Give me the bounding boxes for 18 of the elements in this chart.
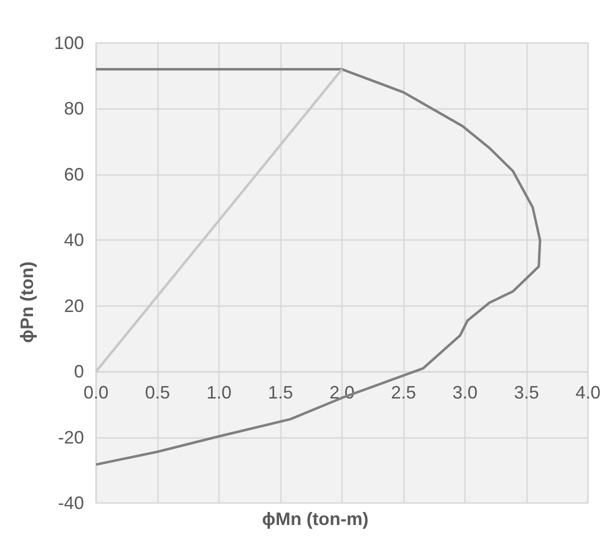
x-tick-label: 1.5: [268, 382, 294, 403]
x-tick-label: 3.5: [514, 382, 540, 403]
x-tick-label: 4.0: [575, 382, 601, 403]
x-tick-label: 2.5: [390, 382, 416, 403]
y-tick-label: -40: [58, 493, 84, 513]
x-tick-label: 3.0: [452, 382, 478, 403]
y-tick-label: 40: [64, 230, 84, 250]
y-tick-label: 60: [64, 164, 84, 184]
x-tick-label: 0.0: [83, 382, 109, 403]
y-tick-label: 100: [54, 33, 84, 53]
y-tick-label: 0: [74, 362, 84, 382]
y-tick-label: 20: [64, 296, 84, 316]
x-axis-title: ϕMn (ton-m): [262, 509, 368, 529]
y-tick-label: -20: [58, 427, 84, 448]
x-tick-label: 0.5: [144, 382, 170, 403]
y-axis-title: ϕPn (ton): [17, 262, 37, 343]
y-tick-label: 80: [64, 98, 84, 119]
x-tick-label: 1.0: [206, 382, 232, 403]
